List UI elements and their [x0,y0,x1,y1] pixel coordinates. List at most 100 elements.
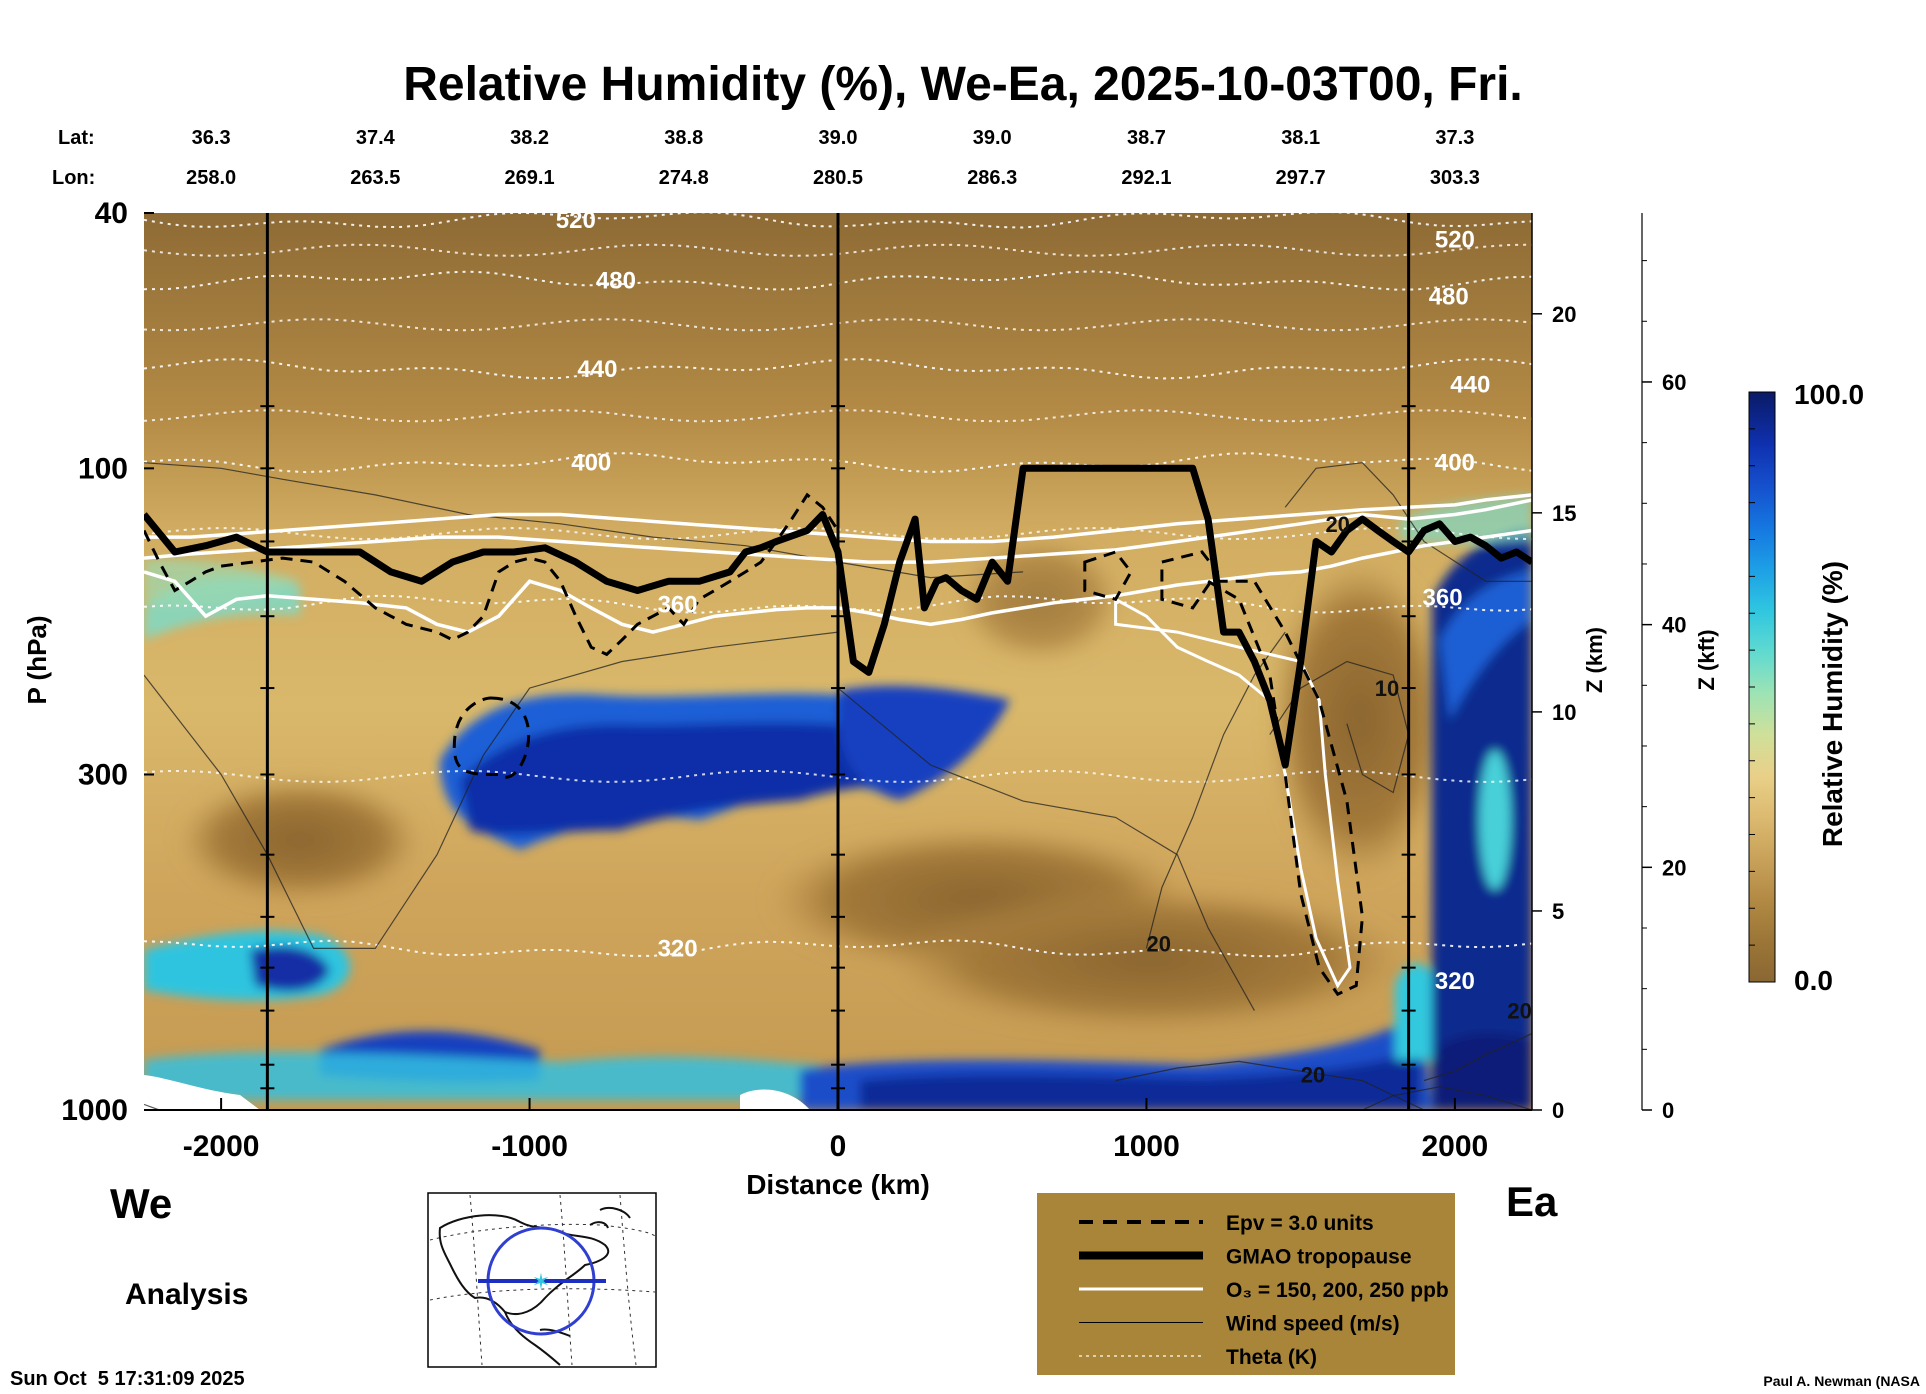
theta-label: 400 [571,450,611,477]
z-kft-tick-label: 0 [1662,1098,1674,1123]
west-label: We [110,1180,172,1227]
lon-value: 297.7 [1276,167,1326,189]
lon-value: 286.3 [967,167,1017,189]
chart-title: Relative Humidity (%), We-Ea, 2025-10-03… [403,58,1523,111]
lon-label: Lon: [52,167,95,189]
lat-value: 39.0 [973,127,1012,149]
lat-value: 38.8 [664,127,703,149]
wind-speed-contours [144,462,1532,1110]
z-km-axis-title: Z (km) [1582,627,1607,693]
wind-contour [1269,660,1410,794]
colorbar-title: Relative Humidity (%) [1817,561,1848,847]
location-inset-map: ✶ [427,1192,657,1368]
x-axis-title: Distance (km) [746,1169,930,1200]
theta-label: 360 [1423,585,1463,612]
lon-value: 292.1 [1121,167,1171,189]
credit: Paul A. Newman (NASA [1763,1373,1920,1389]
epv-closed-contour [452,696,531,779]
lon-values: 258.0 263.5 269.1 274.8 280.5 286.3 292.1 297.7… [186,167,1480,189]
surface-mask [144,1075,260,1110]
svg-text:✶: ✶ [532,1269,550,1294]
wind-contour [837,687,1255,1011]
z-kft-tick-label: 20 [1662,855,1686,880]
wind-contour [1284,462,1532,582]
legend-label: Epv = 3.0 units [1226,1212,1374,1235]
lat-label: Lat: [58,127,95,149]
z-kft-tick-label: 40 [1662,613,1686,638]
wind-contour [1362,1086,1532,1110]
colorbar-min: 0.0 [1794,965,1833,996]
analysis-label: Analysis [125,1278,248,1311]
wind-contour [1423,1032,1532,1082]
theta-label: 320 [658,935,698,962]
p-tick-label: 40 [95,197,128,230]
theta-label: 520 [1435,227,1475,254]
theta-label: 320 [1435,968,1475,995]
legend: Epv = 3.0 units GMAO tropopause O₃ = 150, … [1037,1193,1455,1375]
axes: -2000 -1000 0 1000 2000100030010040051015200… [61,197,1686,1163]
p-tick-label: 1000 [61,1094,128,1127]
ozone-fold [1114,596,1352,989]
lon-value: 258.0 [186,167,236,189]
epv-fold [1202,579,1364,997]
theta-label: 520 [556,207,596,234]
ozone-contour [144,493,1532,544]
x-tick-label: -2000 [183,1130,260,1163]
wind-contour [144,631,839,949]
lat-value: 38.1 [1281,127,1320,149]
theta-label: 440 [577,356,617,383]
lon-value: 263.5 [350,167,400,189]
colorbar-max: 100.0 [1794,379,1864,410]
z-km-tick-label: 20 [1552,302,1576,327]
z-kft-axis-title: Z (kft) [1694,629,1719,690]
epv-small [1083,550,1133,602]
p-tick-label: 100 [78,452,128,485]
lat-value: 38.2 [510,127,549,149]
p-tick-label: 300 [78,758,128,791]
legend-label: Wind speed (m/s) [1226,1313,1400,1336]
y-axis-title: P (hPa) [22,615,52,704]
legend-label: O₃ = 150, 200, 250 ppb [1226,1279,1449,1302]
wind-label: 20 [1147,931,1171,956]
wind-contour [144,462,1024,579]
theta-label: 360 [658,591,698,618]
epv-contours [144,492,1364,997]
lat-value: 37.4 [356,127,396,149]
legend-label: Theta (K) [1226,1346,1317,1369]
wind-contour [1115,1060,1425,1110]
tropopause [144,464,1532,769]
lat-value: 38.7 [1127,127,1166,149]
wind-label: 20 [1301,1062,1325,1087]
epv-small [1160,550,1220,610]
lat-values: 36.3 37.4 38.2 38.8 39.0 39.0 38.7 38.1 37.3 [192,127,1475,149]
x-tick-label: -1000 [491,1130,568,1163]
lon-value: 269.1 [505,167,555,189]
wind-label: 20 [1325,512,1349,537]
theta-label: 480 [596,268,636,295]
colorbar: 100.0 0.0 Relative Humidity (%) [1748,379,1864,996]
contour-labels: 520 480 440 400 360 320 520 480 440 400 360 320 20 10… [556,207,1532,1087]
z-km-tick-label: 15 [1552,501,1576,526]
x-tick-label: 0 [830,1130,847,1163]
ozone-contour [144,498,1532,564]
plot-area: 520 480 440 400 360 320 520 480 440 400 360 320 20 10… [144,207,1532,1110]
lon-value: 280.5 [813,167,863,189]
legend-label: GMAO tropopause [1226,1246,1412,1269]
z-kft-tick-label: 60 [1662,370,1686,395]
theta-label: 440 [1450,371,1490,398]
lat-value: 36.3 [192,127,231,149]
wind-label: 20 [1507,999,1531,1024]
z-km-tick-label: 5 [1552,899,1564,924]
theta-label: 400 [1435,450,1475,477]
epv-contour [144,492,840,657]
tropopause-line [144,464,1532,769]
wind-label: 10 [1375,676,1399,701]
z-km-tick-label: 10 [1552,700,1576,725]
theta-label: 480 [1429,284,1469,311]
lon-value: 303.3 [1430,167,1480,189]
vertical-markers [260,213,1416,1110]
x-tick-label: 2000 [1422,1130,1489,1163]
east-label: Ea [1506,1178,1558,1225]
lat-value: 37.3 [1435,127,1474,149]
